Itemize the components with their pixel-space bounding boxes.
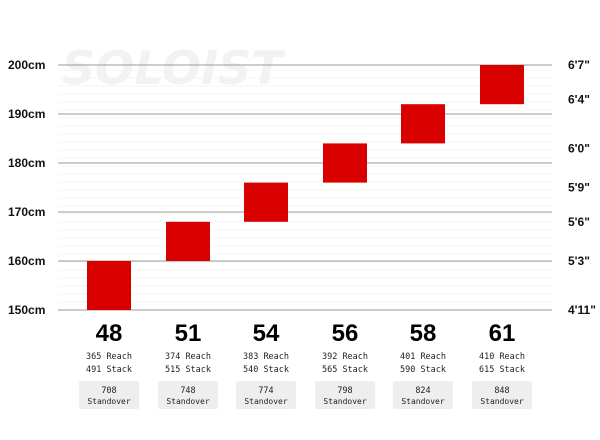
stack-value: 515 Stack [165, 365, 211, 375]
standover-label: Standover [323, 397, 367, 406]
right-tick-label: 5'6" [568, 215, 590, 229]
stack-value: 615 Stack [479, 365, 525, 375]
right-axis-ticks: 6'7" 6'4" 6'0" 5'9" 5'6" 5'3" 4'11" [568, 58, 596, 317]
left-tick-label: 170cm [8, 205, 45, 219]
size-bar-58 [401, 104, 445, 144]
size-label: 56 [332, 320, 359, 347]
reach-value: 383 Reach [243, 352, 289, 362]
reach-value: 365 Reach [86, 352, 132, 362]
standover-value: 798 [337, 386, 352, 396]
size-bar-56 [323, 143, 367, 183]
size-bar-51 [166, 221, 210, 261]
standover-box [158, 381, 218, 409]
standover-value: 708 [101, 386, 116, 396]
size-label: 51 [175, 320, 202, 347]
watermark-text: SOLOIST [62, 41, 286, 95]
gridlines [58, 64, 552, 311]
standover-label: Standover [244, 397, 288, 406]
reach-value: 392 Reach [322, 352, 368, 362]
reach-value: 401 Reach [400, 352, 446, 362]
size-label: 61 [489, 320, 516, 347]
stack-value: 491 Stack [86, 365, 132, 375]
standover-value: 848 [494, 386, 509, 396]
standover-box [315, 381, 375, 409]
size-bar-61 [480, 65, 524, 105]
standover-label: Standover [87, 397, 131, 406]
standover-label: Standover [480, 397, 524, 406]
size-bars [87, 65, 524, 310]
right-tick-label: 5'3" [568, 254, 590, 268]
right-tick-label: 6'0" [568, 141, 590, 155]
left-axis-ticks: 200cm 190cm 180cm 170cm 160cm 150cm [8, 58, 45, 317]
stack-value: 590 Stack [400, 365, 446, 375]
reach-value: 410 Reach [479, 352, 525, 362]
right-tick-label: 4'11" [568, 303, 596, 317]
standover-label: Standover [401, 397, 445, 406]
size-label: 54 [253, 320, 280, 347]
standover-label: Standover [166, 397, 210, 406]
right-tick-label: 6'4" [568, 92, 590, 106]
left-tick-label: 200cm [8, 58, 45, 72]
left-tick-label: 150cm [8, 303, 45, 317]
standover-value: 774 [258, 386, 273, 396]
stack-value: 565 Stack [322, 365, 368, 375]
standover-box [472, 381, 532, 409]
right-tick-label: 5'9" [568, 181, 590, 195]
standover-box [393, 381, 453, 409]
stack-value: 540 Stack [243, 365, 289, 375]
size-label: 48 [96, 320, 123, 347]
size-bar-54 [244, 182, 288, 222]
size-bar-48 [87, 261, 131, 310]
left-tick-label: 160cm [8, 254, 45, 268]
standover-value: 824 [415, 386, 430, 396]
right-tick-label: 6'7" [568, 58, 590, 72]
reach-value: 374 Reach [165, 352, 211, 362]
standover-box [79, 381, 139, 409]
left-tick-label: 180cm [8, 156, 45, 170]
left-tick-label: 190cm [8, 107, 45, 121]
standover-value: 748 [180, 386, 195, 396]
standover-box [236, 381, 296, 409]
size-label: 58 [410, 320, 437, 347]
